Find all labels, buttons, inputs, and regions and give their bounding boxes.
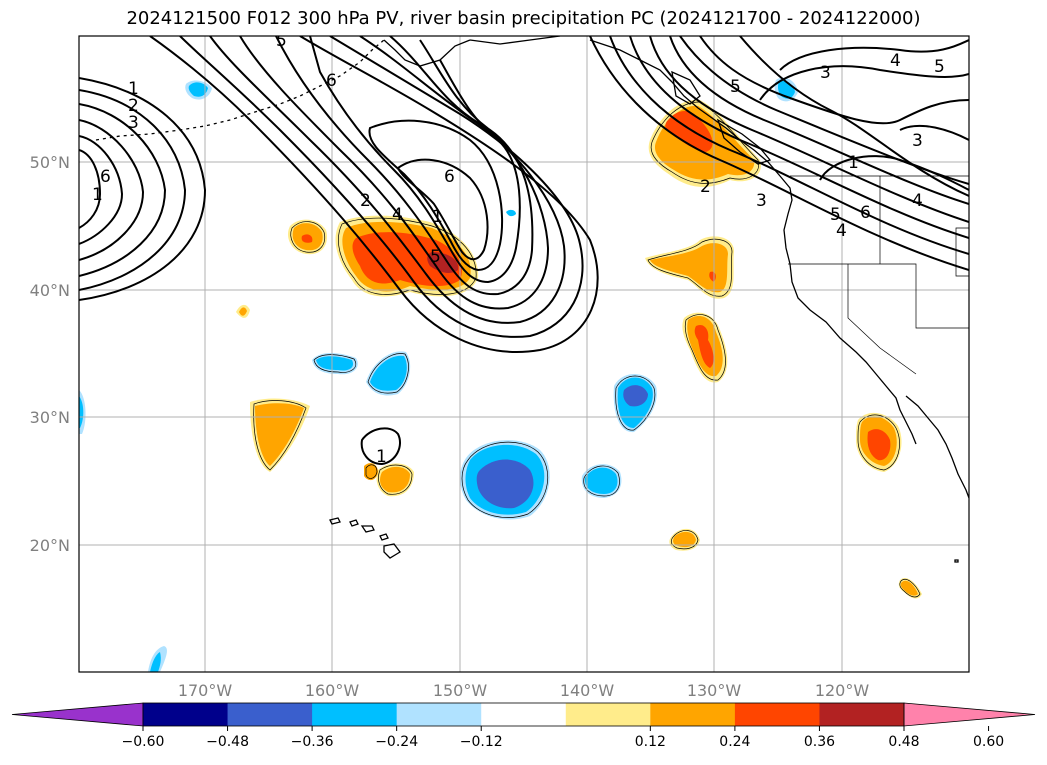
pv-label: 4: [912, 191, 923, 211]
colorbar: −0.60 −0.48 −0.36 −0.24 −0.12 0.12 0.24 0.36 0.4…: [11, 702, 1036, 750]
colorbar-frame: [142, 702, 905, 727]
pv-label: 6: [444, 167, 455, 187]
colorbar-tick-label: 0.12: [635, 734, 666, 750]
hawaiian-islands: [329, 517, 401, 559]
colorbar-tick-label: −0.60: [122, 734, 165, 750]
colorbar-segment: [396, 703, 482, 726]
lat-label-50n: 50°N: [30, 153, 70, 172]
pv-contours: [79, 36, 969, 466]
pv-label: 5: [934, 57, 945, 77]
colorbar-tick-label: 0.36: [804, 734, 835, 750]
colorbar-segment: [143, 703, 229, 726]
pv-label: 5: [830, 205, 841, 225]
plot-area: [79, 36, 969, 672]
pv-contour-labels: 1 2 3 6 1 2 4 6 5 1 2 3 4 5 6 1 3 4 5 3 …: [92, 31, 945, 467]
lon-label-130w: 130°W: [687, 681, 742, 700]
colorbar-segment: [734, 703, 820, 726]
colorbar-tick-label: −0.48: [206, 734, 249, 750]
pv-label: 3: [756, 191, 767, 211]
pv-label: 3: [128, 113, 139, 133]
lon-label-150w: 150°W: [433, 681, 488, 700]
pv-label: 1: [376, 447, 387, 467]
pv-label: 5: [730, 77, 741, 97]
plot-frame: [78, 35, 970, 673]
lon-label-170w: 170°W: [178, 681, 233, 700]
pv-label: 6: [100, 167, 111, 187]
pv-label: 1: [848, 153, 859, 173]
lat-label-20n: 20°N: [30, 536, 70, 555]
pv-label: 5: [276, 31, 287, 51]
pv-label: 4: [392, 205, 403, 225]
colorbar-tick-label: 0.48: [888, 734, 919, 750]
pv-label: 2: [360, 191, 371, 211]
colorbar-segment: [650, 703, 736, 726]
colorbar-extend-low: [11, 702, 144, 727]
longitude-labels: 170°W 160°W 150°W 140°W 130°W 120°W: [178, 681, 870, 700]
pv-label: 1: [432, 207, 443, 227]
colorbar-tick-label: 0.60: [973, 734, 1004, 750]
lat-label-40n: 40°N: [30, 281, 70, 300]
pv-label: 4: [836, 221, 847, 241]
colorbar-tick-label: −0.36: [291, 734, 334, 750]
pv-label: 2: [128, 96, 139, 116]
colorbar-tick-label: −0.12: [460, 734, 503, 750]
pv-label: 5: [430, 247, 441, 267]
negative-precip-areas: [79, 77, 798, 672]
colorbar-segment: [565, 703, 651, 726]
pv-label: 6: [860, 203, 871, 223]
colorbar-segment: [227, 703, 313, 726]
colorbar-segment: [312, 703, 398, 726]
colorbar-segment: [481, 703, 567, 726]
lon-label-160w: 160°W: [305, 681, 360, 700]
lon-label-120w: 120°W: [815, 681, 870, 700]
map-title: 2024121500 F012 300 hPa PV, river basin …: [126, 8, 921, 29]
pv-label: 2: [700, 177, 711, 197]
pv-label: 3: [820, 63, 831, 83]
pv-label: 1: [92, 185, 103, 205]
colorbar-tick-label: 0.24: [719, 734, 750, 750]
pv-label: 4: [890, 51, 901, 71]
coastlines: [95, 36, 969, 563]
colorbar-ticks: −0.60 −0.48 −0.36 −0.24 −0.12 0.12 0.24 0.36 0.4…: [122, 726, 1004, 750]
latitude-labels: 50°N 40°N 30°N 20°N: [30, 153, 70, 555]
lat-label-30n: 30°N: [30, 408, 70, 427]
pv-label: 6: [326, 71, 337, 91]
colorbar-segments: [11, 702, 1036, 727]
lon-label-140w: 140°W: [560, 681, 615, 700]
colorbar-extend-high: [903, 702, 1036, 727]
pv-label: 1: [128, 79, 139, 99]
colorbar-segment: [819, 703, 905, 726]
aleutian-islands: [95, 39, 385, 141]
west-coast-north-america: [589, 39, 917, 445]
pv-label: 3: [912, 131, 923, 151]
colorbar-tick-label: −0.24: [375, 734, 418, 750]
